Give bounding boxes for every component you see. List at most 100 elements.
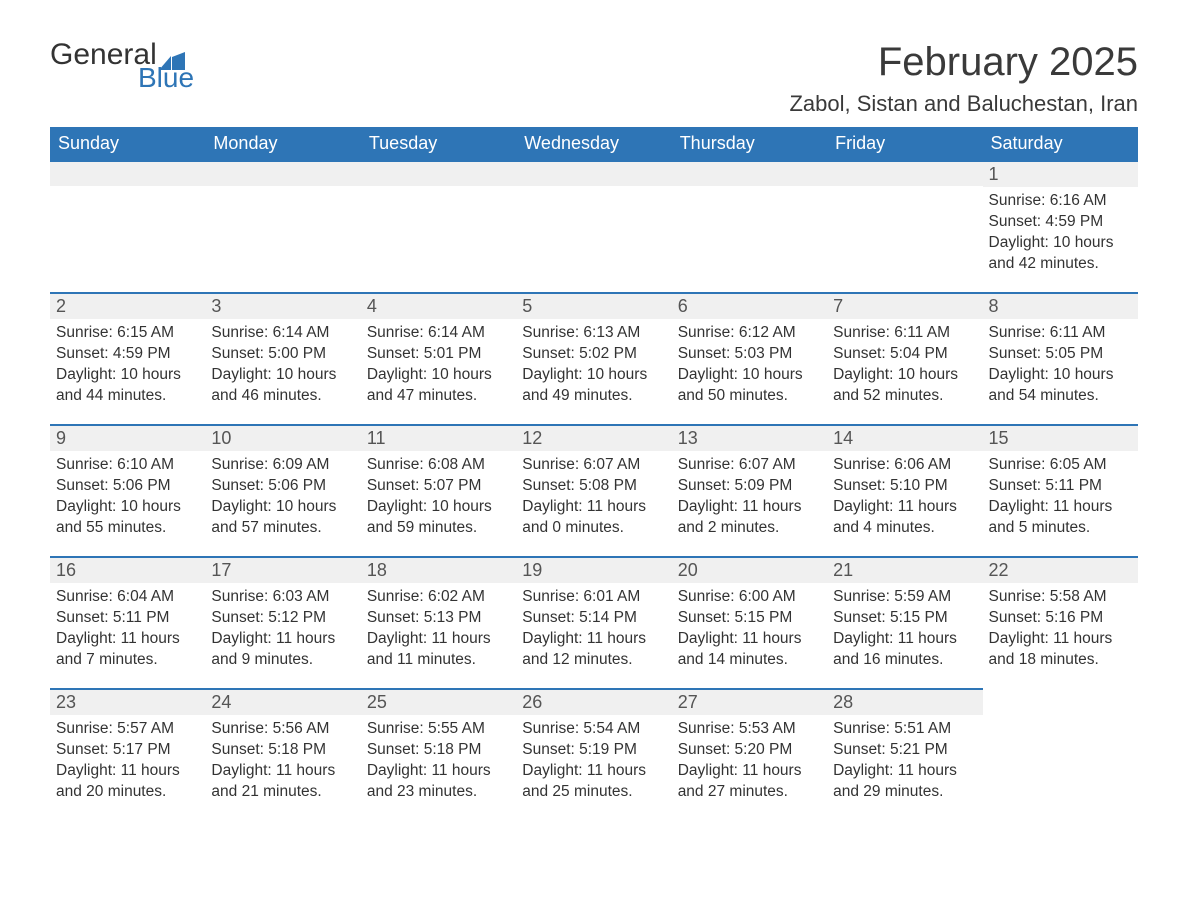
sunset-line: Sunset: 5:21 PM <box>833 740 976 761</box>
calendar-day-cell: 14 Sunrise: 6:06 AMSunset: 5:10 PMDayligh… <box>827 424 982 556</box>
day-details: Sunrise: 6:11 AMSunset: 5:04 PMDaylight:… <box>827 319 982 413</box>
day-number: 28 <box>827 688 982 715</box>
calendar-day-cell <box>361 160 516 292</box>
calendar-day-cell: 15Sunrise: 6:05 AMSunset: 5:11 PMDayligh… <box>983 424 1138 556</box>
day-details: Sunrise: 6:08 AMSunset: 5:07 PMDaylight:… <box>361 451 516 545</box>
daylight-line: Daylight: 11 hours and 5 minutes. <box>989 497 1132 539</box>
calendar-table: SundayMondayTuesdayWednesdayThursdayFrid… <box>50 127 1138 820</box>
day-number: 9 <box>50 424 205 451</box>
calendar-day-cell: 5Sunrise: 6:13 AMSunset: 5:02 PMDaylight… <box>516 292 671 424</box>
day-details: Sunrise: 5:57 AMSunset: 5:17 PMDaylight:… <box>50 715 205 809</box>
sunset-line: Sunset: 5:15 PM <box>678 608 821 629</box>
calendar-day-cell: 23Sunrise: 5:57 AMSunset: 5:17 PMDayligh… <box>50 688 205 820</box>
sunset-line: Sunset: 5:19 PM <box>522 740 665 761</box>
weekday-header: Tuesday <box>361 127 516 160</box>
sunset-line: Sunset: 5:12 PM <box>211 608 354 629</box>
day-number: 13 <box>672 424 827 451</box>
sunrise-line: Sunrise: 6:04 AM <box>56 587 199 608</box>
sunrise-line: Sunrise: 6:07 AM <box>522 455 665 476</box>
daylight-line: Daylight: 11 hours and 7 minutes. <box>56 629 199 671</box>
sunset-line: Sunset: 5:00 PM <box>211 344 354 365</box>
calendar-day-cell: 20Sunrise: 6:00 AMSunset: 5:15 PMDayligh… <box>672 556 827 688</box>
daylight-line: Daylight: 11 hours and 29 minutes. <box>833 761 976 803</box>
sunrise-line: Sunrise: 6:11 AM <box>833 323 976 344</box>
sunrise-line: Sunrise: 6:00 AM <box>678 587 821 608</box>
day-number: 24 <box>205 688 360 715</box>
calendar-day-cell: 16Sunrise: 6:04 AMSunset: 5:11 PMDayligh… <box>50 556 205 688</box>
sunrise-line: Sunrise: 5:56 AM <box>211 719 354 740</box>
daylight-line: Daylight: 11 hours and 20 minutes. <box>56 761 199 803</box>
weekday-header: Monday <box>205 127 360 160</box>
daylight-line: Daylight: 11 hours and 4 minutes. <box>833 497 976 539</box>
calendar-week-row: 9Sunrise: 6:10 AMSunset: 5:06 PMDaylight… <box>50 424 1138 556</box>
day-details: Sunrise: 5:51 AMSunset: 5:21 PMDaylight:… <box>827 715 982 809</box>
sunrise-line: Sunrise: 5:51 AM <box>833 719 976 740</box>
calendar-day-cell: 21Sunrise: 5:59 AMSunset: 5:15 PMDayligh… <box>827 556 982 688</box>
sunrise-line: Sunrise: 6:10 AM <box>56 455 199 476</box>
weekday-header: Saturday <box>983 127 1138 160</box>
daylight-line: Daylight: 10 hours and 50 minutes. <box>678 365 821 407</box>
day-details: Sunrise: 6:00 AMSunset: 5:15 PMDaylight:… <box>672 583 827 677</box>
day-details: Sunrise: 5:56 AMSunset: 5:18 PMDaylight:… <box>205 715 360 809</box>
calendar-week-row: 2Sunrise: 6:15 AMSunset: 4:59 PMDaylight… <box>50 292 1138 424</box>
sunrise-line: Sunrise: 6:05 AM <box>989 455 1132 476</box>
day-details: Sunrise: 6:07 AMSunset: 5:08 PMDaylight:… <box>516 451 671 545</box>
day-number: 12 <box>516 424 671 451</box>
calendar-week-row: 16Sunrise: 6:04 AMSunset: 5:11 PMDayligh… <box>50 556 1138 688</box>
daylight-line: Daylight: 11 hours and 9 minutes. <box>211 629 354 671</box>
daylight-line: Daylight: 10 hours and 44 minutes. <box>56 365 199 407</box>
day-details: Sunrise: 6:01 AMSunset: 5:14 PMDaylight:… <box>516 583 671 677</box>
day-details: Sunrise: 5:53 AMSunset: 5:20 PMDaylight:… <box>672 715 827 809</box>
sunset-line: Sunset: 5:11 PM <box>989 476 1132 497</box>
daylight-line: Daylight: 10 hours and 54 minutes. <box>989 365 1132 407</box>
sunrise-line: Sunrise: 5:53 AM <box>678 719 821 740</box>
brand-logo: General Blue <box>50 40 194 92</box>
daylight-line: Daylight: 11 hours and 21 minutes. <box>211 761 354 803</box>
calendar-day-cell: 19Sunrise: 6:01 AMSunset: 5:14 PMDayligh… <box>516 556 671 688</box>
calendar-day-cell <box>983 688 1138 820</box>
calendar-day-cell <box>50 160 205 292</box>
sunrise-line: Sunrise: 6:15 AM <box>56 323 199 344</box>
sunset-line: Sunset: 5:10 PM <box>833 476 976 497</box>
sunset-line: Sunset: 5:20 PM <box>678 740 821 761</box>
calendar-week-row: 23Sunrise: 5:57 AMSunset: 5:17 PMDayligh… <box>50 688 1138 820</box>
day-number: 26 <box>516 688 671 715</box>
calendar-day-cell: 11Sunrise: 6:08 AMSunset: 5:07 PMDayligh… <box>361 424 516 556</box>
sunset-line: Sunset: 4:59 PM <box>56 344 199 365</box>
day-details: Sunrise: 6:02 AMSunset: 5:13 PMDaylight:… <box>361 583 516 677</box>
sunset-line: Sunset: 5:01 PM <box>367 344 510 365</box>
empty-day <box>983 688 1138 714</box>
brand-blue: Blue <box>138 64 194 92</box>
day-number: 2 <box>50 292 205 319</box>
sunset-line: Sunset: 5:16 PM <box>989 608 1132 629</box>
daylight-line: Daylight: 11 hours and 0 minutes. <box>522 497 665 539</box>
day-number: 14 <box>827 424 982 451</box>
weekday-header: Thursday <box>672 127 827 160</box>
day-details: Sunrise: 6:09 AMSunset: 5:06 PMDaylight:… <box>205 451 360 545</box>
calendar-day-cell: 9Sunrise: 6:10 AMSunset: 5:06 PMDaylight… <box>50 424 205 556</box>
sunrise-line: Sunrise: 6:06 AM <box>833 455 976 476</box>
day-number: 6 <box>672 292 827 319</box>
sunrise-line: Sunrise: 6:09 AM <box>211 455 354 476</box>
sunset-line: Sunset: 5:13 PM <box>367 608 510 629</box>
daylight-line: Daylight: 11 hours and 11 minutes. <box>367 629 510 671</box>
daylight-line: Daylight: 11 hours and 27 minutes. <box>678 761 821 803</box>
day-details: Sunrise: 6:14 AMSunset: 5:00 PMDaylight:… <box>205 319 360 413</box>
day-number: 7 <box>827 292 982 319</box>
calendar-day-cell: 10Sunrise: 6:09 AMSunset: 5:06 PMDayligh… <box>205 424 360 556</box>
sunrise-line: Sunrise: 6:16 AM <box>989 191 1132 212</box>
daylight-line: Daylight: 11 hours and 12 minutes. <box>522 629 665 671</box>
day-number: 23 <box>50 688 205 715</box>
sunset-line: Sunset: 5:17 PM <box>56 740 199 761</box>
sunrise-line: Sunrise: 5:54 AM <box>522 719 665 740</box>
sunset-line: Sunset: 5:09 PM <box>678 476 821 497</box>
calendar-day-cell: 7Sunrise: 6:11 AMSunset: 5:04 PMDaylight… <box>827 292 982 424</box>
day-number: 5 <box>516 292 671 319</box>
page-title: February 2025 <box>789 40 1138 85</box>
calendar-day-cell: 26Sunrise: 5:54 AMSunset: 5:19 PMDayligh… <box>516 688 671 820</box>
sunset-line: Sunset: 5:02 PM <box>522 344 665 365</box>
day-number: 20 <box>672 556 827 583</box>
calendar-day-cell: 4Sunrise: 6:14 AMSunset: 5:01 PMDaylight… <box>361 292 516 424</box>
sunrise-line: Sunrise: 6:02 AM <box>367 587 510 608</box>
day-details: Sunrise: 6:13 AMSunset: 5:02 PMDaylight:… <box>516 319 671 413</box>
